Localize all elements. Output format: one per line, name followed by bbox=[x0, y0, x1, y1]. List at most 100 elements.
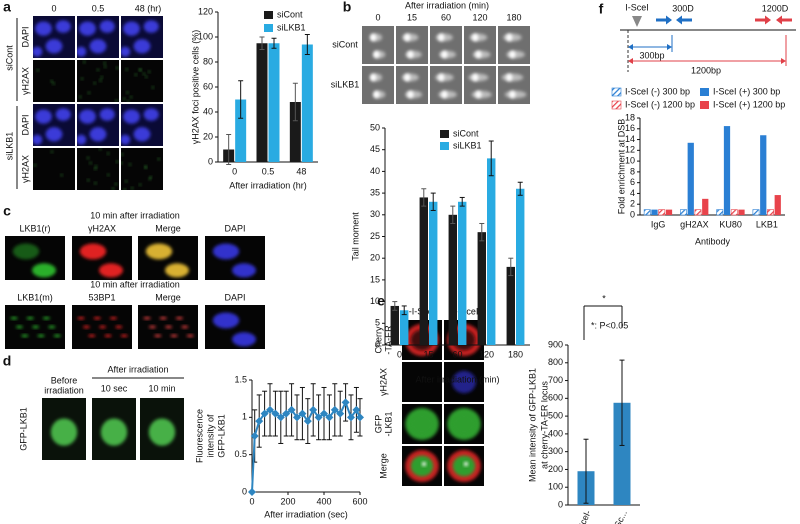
bar bbox=[665, 209, 673, 215]
cell bbox=[83, 61, 86, 64]
legend-label: siLKB1 bbox=[453, 140, 482, 150]
marker bbox=[287, 405, 296, 414]
y-tick-label: 20 bbox=[203, 131, 213, 141]
micrograph bbox=[362, 66, 394, 104]
cell bbox=[131, 187, 134, 190]
x-tick-label: 0.5 bbox=[262, 166, 275, 176]
cell bbox=[149, 176, 152, 179]
y-tick-label: 12 bbox=[625, 145, 635, 155]
cell bbox=[89, 39, 107, 54]
marker bbox=[250, 432, 259, 440]
cell bbox=[452, 413, 476, 435]
y-tick-label: 8 bbox=[630, 166, 635, 176]
y-tick-label: 1.5 bbox=[234, 374, 247, 384]
cell bbox=[100, 76, 103, 79]
bar bbox=[448, 214, 457, 345]
bar bbox=[256, 43, 268, 162]
y-tick-label: 20 bbox=[370, 253, 380, 263]
row-label: GFP bbox=[373, 415, 383, 434]
y-tick-label: 4 bbox=[630, 188, 635, 198]
cell bbox=[121, 46, 131, 57]
cell bbox=[139, 183, 142, 186]
marker bbox=[325, 413, 334, 422]
panel-label: f bbox=[599, 1, 604, 17]
row-label: γH2AX bbox=[378, 368, 388, 396]
row-label: -TA-ER bbox=[383, 325, 393, 355]
micrograph bbox=[5, 236, 65, 280]
cell bbox=[407, 90, 414, 99]
column-label: LKB1(r) bbox=[19, 223, 50, 233]
micrograph bbox=[430, 26, 462, 64]
cell bbox=[232, 332, 256, 347]
cell bbox=[87, 91, 90, 94]
cell bbox=[109, 316, 117, 320]
cell bbox=[114, 183, 117, 186]
cell bbox=[60, 174, 63, 177]
cell bbox=[404, 33, 411, 42]
cell bbox=[121, 153, 124, 156]
bar bbox=[774, 195, 781, 215]
y-axis-title: Tail moment bbox=[350, 212, 360, 261]
micrograph-bg bbox=[430, 26, 462, 64]
cell bbox=[87, 179, 90, 182]
cell bbox=[99, 79, 102, 82]
cell bbox=[104, 65, 107, 68]
y-tick-label: 15 bbox=[370, 274, 380, 284]
x-axis-title: Antibody bbox=[695, 236, 731, 246]
cell bbox=[115, 325, 123, 329]
row-label: -LKB1 bbox=[383, 411, 393, 436]
cell bbox=[129, 96, 133, 99]
micrograph-bg bbox=[121, 148, 163, 190]
panel-label: a bbox=[3, 0, 11, 15]
marker bbox=[352, 405, 361, 414]
cell bbox=[170, 334, 178, 338]
cell bbox=[120, 334, 128, 338]
cell bbox=[121, 134, 131, 145]
micrograph-bg bbox=[77, 148, 119, 190]
cell bbox=[55, 108, 71, 121]
micrograph bbox=[205, 236, 265, 280]
cell bbox=[134, 73, 137, 76]
cell bbox=[116, 66, 119, 69]
cell bbox=[104, 334, 112, 338]
micrograph bbox=[92, 398, 136, 460]
column-label: 60 bbox=[441, 12, 451, 22]
marker bbox=[309, 405, 318, 414]
panel-title: After irradiation (min) bbox=[405, 0, 489, 10]
cell bbox=[79, 243, 107, 260]
cell bbox=[370, 73, 377, 82]
micrograph bbox=[498, 26, 530, 64]
column-label: 180 bbox=[506, 12, 521, 22]
micrograph-bg bbox=[464, 26, 496, 64]
column-label: DAPI bbox=[224, 223, 245, 233]
bar bbox=[516, 188, 525, 345]
y-tick-label: 50 bbox=[370, 122, 380, 132]
cell bbox=[128, 163, 132, 166]
cell bbox=[452, 455, 476, 477]
column-label: γH2AX bbox=[88, 223, 116, 233]
marker bbox=[320, 409, 328, 418]
cell bbox=[506, 33, 513, 42]
row-label: siLKB1 bbox=[331, 79, 360, 89]
cell bbox=[125, 68, 128, 71]
micrograph bbox=[138, 236, 198, 280]
cell bbox=[452, 370, 476, 394]
series-line bbox=[251, 399, 361, 493]
y-tick-label: 500 bbox=[548, 410, 563, 420]
stain-label: DAPI bbox=[20, 26, 30, 47]
cell bbox=[99, 325, 107, 329]
bar bbox=[429, 201, 438, 345]
span-head bbox=[628, 44, 672, 50]
legend-label: siLKB1 bbox=[277, 22, 306, 32]
micrograph-bg bbox=[362, 66, 394, 104]
bar bbox=[730, 209, 738, 216]
cell bbox=[99, 263, 123, 278]
micrograph bbox=[402, 362, 442, 402]
group-label: siLKB1 bbox=[4, 132, 14, 161]
cell bbox=[88, 334, 96, 338]
y-tick-label: 0 bbox=[242, 486, 247, 496]
micrograph bbox=[430, 66, 462, 104]
cell bbox=[373, 90, 380, 99]
cell bbox=[94, 165, 97, 168]
cell bbox=[77, 316, 85, 320]
